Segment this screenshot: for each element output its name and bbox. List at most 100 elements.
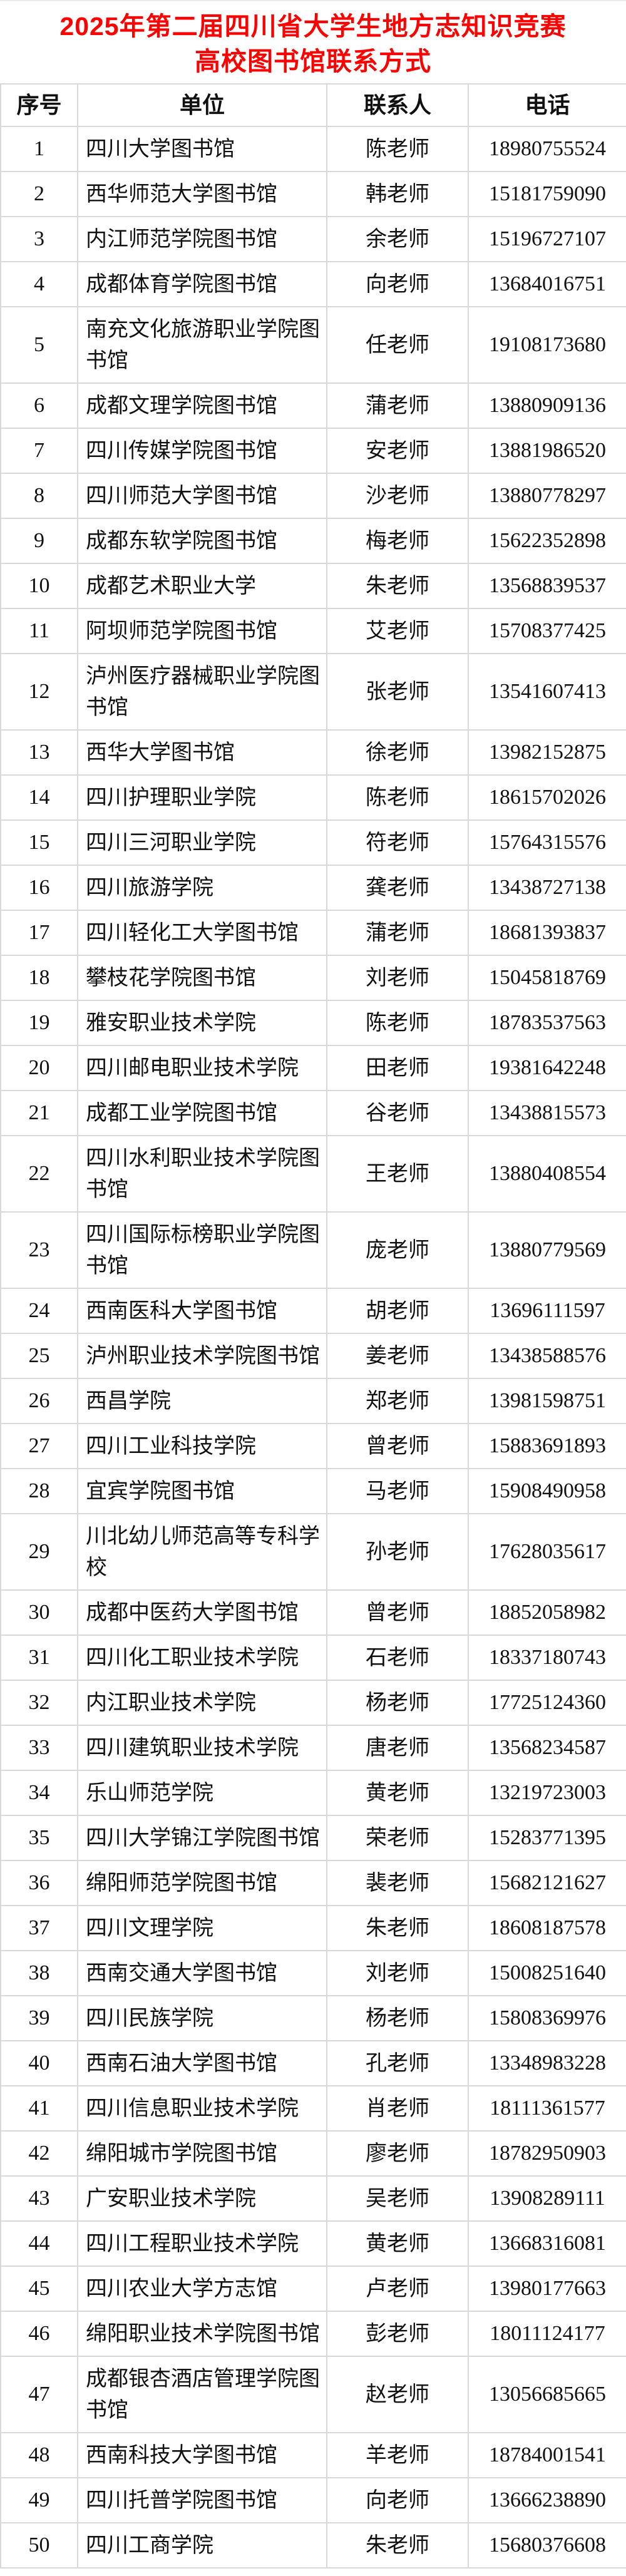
table-row: 32 内江职业技术学院 杨老师 17725124360 xyxy=(0,1680,626,1726)
unit-cell: 成都东软学院图书馆 xyxy=(77,518,327,564)
table-row: 44 四川工程职业技术学院 黄老师 13668316081 xyxy=(0,2220,626,2267)
table-row: 3 内江师范学院图书馆 余老师 15196727107 xyxy=(0,216,626,262)
contact-cell: 向老师 xyxy=(326,2477,469,2523)
serial-cell: 11 xyxy=(0,608,78,654)
contact-cell: 杨老师 xyxy=(326,1680,469,1726)
unit-cell: 攀枝花学院图书馆 xyxy=(77,955,327,1001)
phone-cell: 17628035617 xyxy=(468,1513,626,1591)
contact-cell: 胡老师 xyxy=(326,1288,469,1334)
table-row: 13 西华大学图书馆 徐老师 13982152875 xyxy=(0,729,626,776)
table-row: 28 宜宾学院图书馆 马老师 15908490958 xyxy=(0,1468,626,1514)
serial-cell: 8 xyxy=(0,473,78,519)
unit-cell: 阿坝师范学院图书馆 xyxy=(77,608,327,654)
serial-cell: 37 xyxy=(0,1905,78,1951)
contact-cell: 裴老师 xyxy=(326,1860,469,1906)
unit-cell: 四川信息职业技术学院 xyxy=(77,2085,327,2132)
phone-cell: 18852058982 xyxy=(468,1589,626,1636)
phone-cell: 15283771395 xyxy=(468,1815,626,1861)
unit-cell: 泸州职业技术学院图书馆 xyxy=(77,1333,327,1379)
serial-cell: 33 xyxy=(0,1725,78,1771)
phone-cell: 13981598751 xyxy=(468,1378,626,1424)
serial-cell: 41 xyxy=(0,2085,78,2132)
serial-cell: 9 xyxy=(0,518,78,564)
contact-cell: 庞老师 xyxy=(326,1211,469,1289)
serial-cell: 50 xyxy=(0,2522,78,2568)
table-row: 11 阿坝师范学院图书馆 艾老师 15708377425 xyxy=(0,608,626,654)
phone-cell: 15008251640 xyxy=(468,1950,626,1996)
phone-cell: 15682121627 xyxy=(468,1860,626,1906)
unit-cell: 四川化工职业技术学院 xyxy=(77,1634,327,1681)
contact-cell: 陈老师 xyxy=(326,1000,469,1046)
serial-cell: 32 xyxy=(0,1680,78,1726)
unit-cell: 四川大学图书馆 xyxy=(77,126,327,172)
serial-cell: 17 xyxy=(0,910,78,956)
contact-cell: 韩老师 xyxy=(326,171,469,217)
contact-cell: 任老师 xyxy=(326,306,469,384)
unit-cell: 四川传媒学院图书馆 xyxy=(77,428,327,474)
unit-cell: 四川大学锦江学院图书馆 xyxy=(77,1815,327,1861)
table-row: 34 乐山师范学院 黄老师 13219723003 xyxy=(0,1770,626,1816)
table-row: 35 四川大学锦江学院图书馆 荣老师 15283771395 xyxy=(0,1815,626,1861)
phone-cell: 18783537563 xyxy=(468,1000,626,1046)
table-row: 46 绵阳职业技术学院图书馆 彭老师 18011124177 xyxy=(0,2311,626,2357)
phone-cell: 13568234587 xyxy=(468,1725,626,1771)
unit-cell: 成都体育学院图书馆 xyxy=(77,261,327,307)
serial-cell: 13 xyxy=(0,729,78,776)
serial-cell: 14 xyxy=(0,774,78,821)
serial-cell: 27 xyxy=(0,1423,78,1469)
unit-cell: 绵阳城市学院图书馆 xyxy=(77,2130,327,2177)
serial-cell: 28 xyxy=(0,1468,78,1514)
contact-cell: 马老师 xyxy=(326,1468,469,1514)
serial-cell: 21 xyxy=(0,1090,78,1136)
serial-cell: 47 xyxy=(0,2356,78,2433)
serial-cell: 45 xyxy=(0,2266,78,2312)
contact-cell: 羊老师 xyxy=(326,2432,469,2478)
serial-cell: 18 xyxy=(0,955,78,1001)
serial-cell: 2 xyxy=(0,171,78,217)
contact-cell: 孔老师 xyxy=(326,2040,469,2086)
contact-table: 序号 单位 联系人 电话 1 四川大学图书馆 陈老师 18980755524 2 西华师范… xyxy=(0,83,626,2568)
contact-cell: 蒲老师 xyxy=(326,910,469,956)
table-row: 19 雅安职业技术学院 陈老师 18783537563 xyxy=(0,1000,626,1046)
phone-cell: 13438815573 xyxy=(468,1090,626,1136)
contact-cell: 卢老师 xyxy=(326,2266,469,2312)
unit-cell: 四川工业科技学院 xyxy=(77,1423,327,1469)
unit-cell: 成都银杏酒店管理学院图 书馆 xyxy=(77,2356,327,2433)
unit-cell: 雅安职业技术学院 xyxy=(77,1000,327,1046)
contact-cell: 梅老师 xyxy=(326,518,469,564)
phone-cell: 18980755524 xyxy=(468,126,626,172)
contact-cell: 姜老师 xyxy=(326,1333,469,1379)
contact-cell: 孙老师 xyxy=(326,1513,469,1591)
unit-cell: 四川国际标榜职业学院图 书馆 xyxy=(77,1211,327,1289)
unit-cell: 泸州医疗器械职业学院图 书馆 xyxy=(77,653,327,731)
unit-cell: 四川文理学院 xyxy=(77,1905,327,1951)
serial-cell: 42 xyxy=(0,2130,78,2177)
serial-cell: 38 xyxy=(0,1950,78,1996)
contact-cell: 朱老师 xyxy=(326,2522,469,2568)
contact-cell: 黄老师 xyxy=(326,2220,469,2267)
unit-cell: 成都艺术职业大学 xyxy=(77,563,327,609)
phone-cell: 15680376608 xyxy=(468,2522,626,2568)
serial-cell: 1 xyxy=(0,126,78,172)
contact-cell: 唐老师 xyxy=(326,1725,469,1771)
serial-cell: 30 xyxy=(0,1589,78,1636)
table-row: 14 四川护理职业学院 陈老师 18615702026 xyxy=(0,774,626,821)
unit-cell: 四川师范大学图书馆 xyxy=(77,473,327,519)
table-row: 31 四川化工职业技术学院 石老师 18337180743 xyxy=(0,1634,626,1681)
table-row: 10 成都艺术职业大学 朱老师 13568839537 xyxy=(0,563,626,609)
serial-cell: 44 xyxy=(0,2220,78,2267)
table-row: 16 四川旅游学院 龚老师 13438727138 xyxy=(0,865,626,911)
header-phone: 电话 xyxy=(468,83,626,127)
phone-cell: 18111361577 xyxy=(468,2085,626,2132)
serial-cell: 26 xyxy=(0,1378,78,1424)
phone-cell: 13908289111 xyxy=(468,2175,626,2222)
unit-cell: 绵阳职业技术学院图书馆 xyxy=(77,2311,327,2357)
table-row: 27 四川工业科技学院 曾老师 15883691893 xyxy=(0,1423,626,1469)
table-row: 25 泸州职业技术学院图书馆 姜老师 13438588576 xyxy=(0,1333,626,1379)
header-row: 序号 单位 联系人 电话 xyxy=(0,83,626,127)
table-row: 20 四川邮电职业技术学院 田老师 19381642248 xyxy=(0,1045,626,1091)
contact-cell: 黄老师 xyxy=(326,1770,469,1816)
contact-cell: 谷老师 xyxy=(326,1090,469,1136)
serial-cell: 10 xyxy=(0,563,78,609)
table-row: 18 攀枝花学院图书馆 刘老师 15045818769 xyxy=(0,955,626,1001)
